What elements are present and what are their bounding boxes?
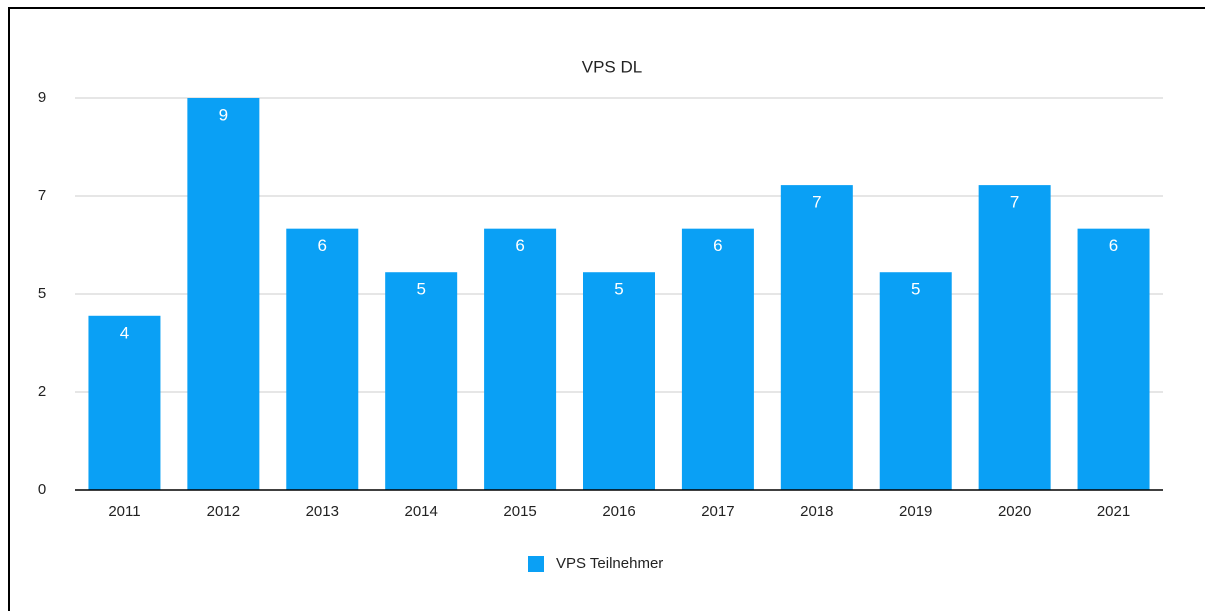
bar	[1077, 228, 1150, 490]
legend-swatch	[528, 556, 544, 572]
value-label: 6	[515, 236, 524, 255]
x-tick-label: 2017	[701, 503, 734, 520]
chart-title: VPS DL	[582, 57, 642, 76]
bar	[286, 228, 359, 490]
x-tick-label: 2018	[800, 503, 833, 520]
x-tick-label: 2021	[1097, 503, 1130, 520]
bar	[879, 272, 952, 490]
x-tick-label: 2015	[503, 503, 536, 520]
x-tick-label: 2011	[108, 503, 140, 520]
x-tick-label: 2012	[207, 503, 240, 520]
value-label: 7	[812, 193, 821, 212]
x-tick-label: 2019	[899, 503, 932, 520]
x-tick-label: 2016	[602, 503, 635, 520]
value-label: 5	[614, 280, 623, 299]
value-label: 5	[911, 280, 920, 299]
value-label: 7	[1010, 193, 1019, 212]
y-tick-label: 7	[38, 187, 46, 204]
x-tick-label: 2020	[998, 503, 1031, 520]
bar	[780, 185, 853, 490]
bar	[484, 228, 557, 490]
x-tick-label: 2014	[404, 503, 437, 520]
value-label: 9	[219, 105, 228, 124]
bar	[681, 228, 754, 490]
bar	[583, 272, 655, 490]
y-tick-label: 2	[38, 383, 46, 400]
x-tick-label: 2013	[306, 503, 339, 520]
bar	[187, 98, 260, 490]
value-label: 6	[318, 236, 327, 255]
y-tick-label: 9	[38, 89, 46, 106]
value-label: 6	[713, 236, 722, 255]
bar	[88, 315, 161, 490]
legend-label: VPS Teilnehmer	[556, 555, 663, 572]
value-label: 6	[1109, 236, 1118, 255]
bar	[978, 185, 1051, 490]
y-tick-label: 5	[38, 285, 46, 302]
value-label: 4	[120, 323, 129, 342]
value-label: 5	[416, 280, 425, 299]
y-tick-label: 0	[38, 481, 46, 498]
bar	[385, 272, 458, 490]
